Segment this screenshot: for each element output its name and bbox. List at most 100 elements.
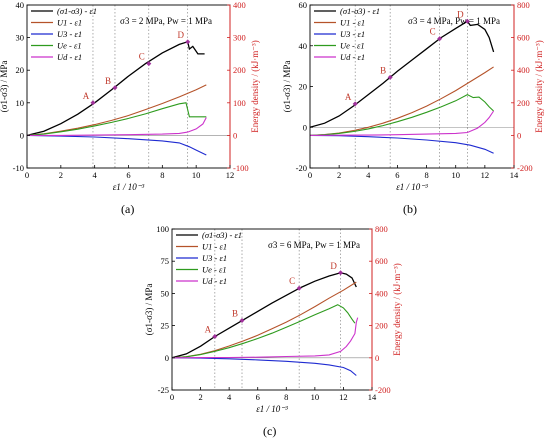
caption-a: (a) [121,202,135,216]
series-line [171,317,359,359]
key-point-label: B [232,308,238,318]
legend-label: U3 - ε1 [340,29,365,39]
x-tick-label: 12 [226,170,235,180]
legend-label: Ud - ε1 [57,52,82,62]
x-tick-label: 0 [170,392,174,402]
y-tick-label: -10 [13,163,24,173]
y-tick-label: 60 [299,0,308,10]
key-point-label: D [330,261,337,271]
legend-label: U1 - ε1 [57,18,82,28]
y2-tick-label: 0 [517,130,521,140]
series-line [309,66,494,136]
x-tick-label: 12 [481,170,490,180]
x-tick-label: 4 [366,170,371,180]
y2-tick-label: -100 [233,163,249,173]
key-point-label: C [139,52,145,62]
legend-label: (σ1-σ3) - ε1 [340,6,380,16]
y2-tick-label: 0 [375,353,379,363]
legend-label: Ue - ε1 [202,265,227,275]
y2-tick-label: 200 [375,321,388,331]
x-tick-label: 8 [424,170,428,180]
y2-tick-label: 400 [375,288,388,298]
y2-axis-label: Energy density / (kJ·m⁻³) [534,40,544,133]
y-tick-label: 0 [303,122,307,132]
caption-c: (c) [263,424,277,438]
y2-tick-label: -200 [517,163,533,173]
x-tick-label: 0 [25,170,29,180]
key-point-label: D [457,9,464,19]
y-tick-label: 0 [165,353,169,363]
y2-tick-label: 800 [375,224,388,234]
y-tick-label: 20 [299,82,308,92]
legend-label: Ue - ε1 [340,41,365,51]
x-tick-label: 2 [59,170,63,180]
y-axis-label: (σ1-σ3) / MPa [0,61,9,113]
key-point-label: A [83,91,90,101]
y-tick-label: -20 [296,163,307,173]
x-tick-label: 4 [93,170,98,180]
key-point-marker [338,270,344,276]
y-tick-label: 75 [161,256,170,266]
key-point-marker [296,285,302,291]
condition-label: σ3 = 6 MPa, Pw = 1 MPa [268,240,360,250]
series-line [309,20,495,128]
x-tick-label: 10 [311,392,320,402]
series-line [309,93,494,136]
y-tick-label: 0 [20,130,24,140]
x-tick-label: 10 [451,170,460,180]
legend-label: U1 - ε1 [202,242,227,252]
y2-axis-label: Energy density / (kJ·m⁻³) [250,40,260,133]
legend-label: (σ1-σ3) - ε1 [57,6,97,16]
key-point-marker [464,18,470,24]
key-point-label: C [430,27,436,37]
x-tick-label: 6 [256,392,260,402]
y2-tick-label: 800 [517,0,530,10]
legend-label: U3 - ε1 [57,29,82,39]
legend-label: U3 - ε1 [202,253,227,263]
x-axis-label: ε1 / 10⁻³ [113,182,145,192]
key-point-marker [185,39,191,45]
x-tick-label: 4 [227,392,232,402]
y2-tick-label: 400 [233,0,246,10]
x-tick-label: 12 [339,392,348,402]
x-tick-label: 10 [192,170,201,180]
key-point-label: A [205,325,212,335]
y2-tick-label: -200 [375,385,391,395]
y-tick-label: 30 [16,33,25,43]
x-tick-label: 14 [368,392,377,402]
key-point-marker [437,36,443,42]
series-line [27,117,207,136]
series-line [171,272,357,359]
legend-label: (σ1-σ3) - ε1 [202,230,242,240]
y-axis-label: (σ1-σ3) / MPa [144,284,154,336]
key-point-label: A [345,92,352,102]
y2-tick-label: 300 [233,33,246,43]
y-tick-label: 40 [299,41,308,51]
x-tick-label: 6 [395,170,399,180]
y2-tick-label: 200 [233,65,246,75]
key-point-marker [212,334,218,340]
legend-label: U1 - ε1 [340,18,365,28]
x-tick-label: 6 [126,170,130,180]
x-axis-label: ε1 / 10⁻³ [256,404,288,414]
y2-tick-label: 100 [233,98,246,108]
y2-axis-label: Energy density / (kJ·m⁻³) [392,263,402,356]
caption-b: (b) [403,202,417,216]
x-tick-label: 8 [284,392,288,402]
key-point-label: C [289,276,295,286]
key-point-marker [352,101,358,107]
x-tick-label: 0 [308,170,312,180]
legend-label: Ud - ε1 [202,276,227,286]
key-point-marker [112,85,118,91]
y-tick-label: -25 [158,385,169,395]
legend-label: Ud - ε1 [340,52,365,62]
series-line [171,304,356,359]
series-line [26,84,207,136]
key-point-label: B [105,76,111,86]
series-line [171,357,357,376]
condition-label: σ3 = 4 MPa, Pw = 1 MPa [408,16,500,26]
y2-tick-label: 400 [517,65,530,75]
